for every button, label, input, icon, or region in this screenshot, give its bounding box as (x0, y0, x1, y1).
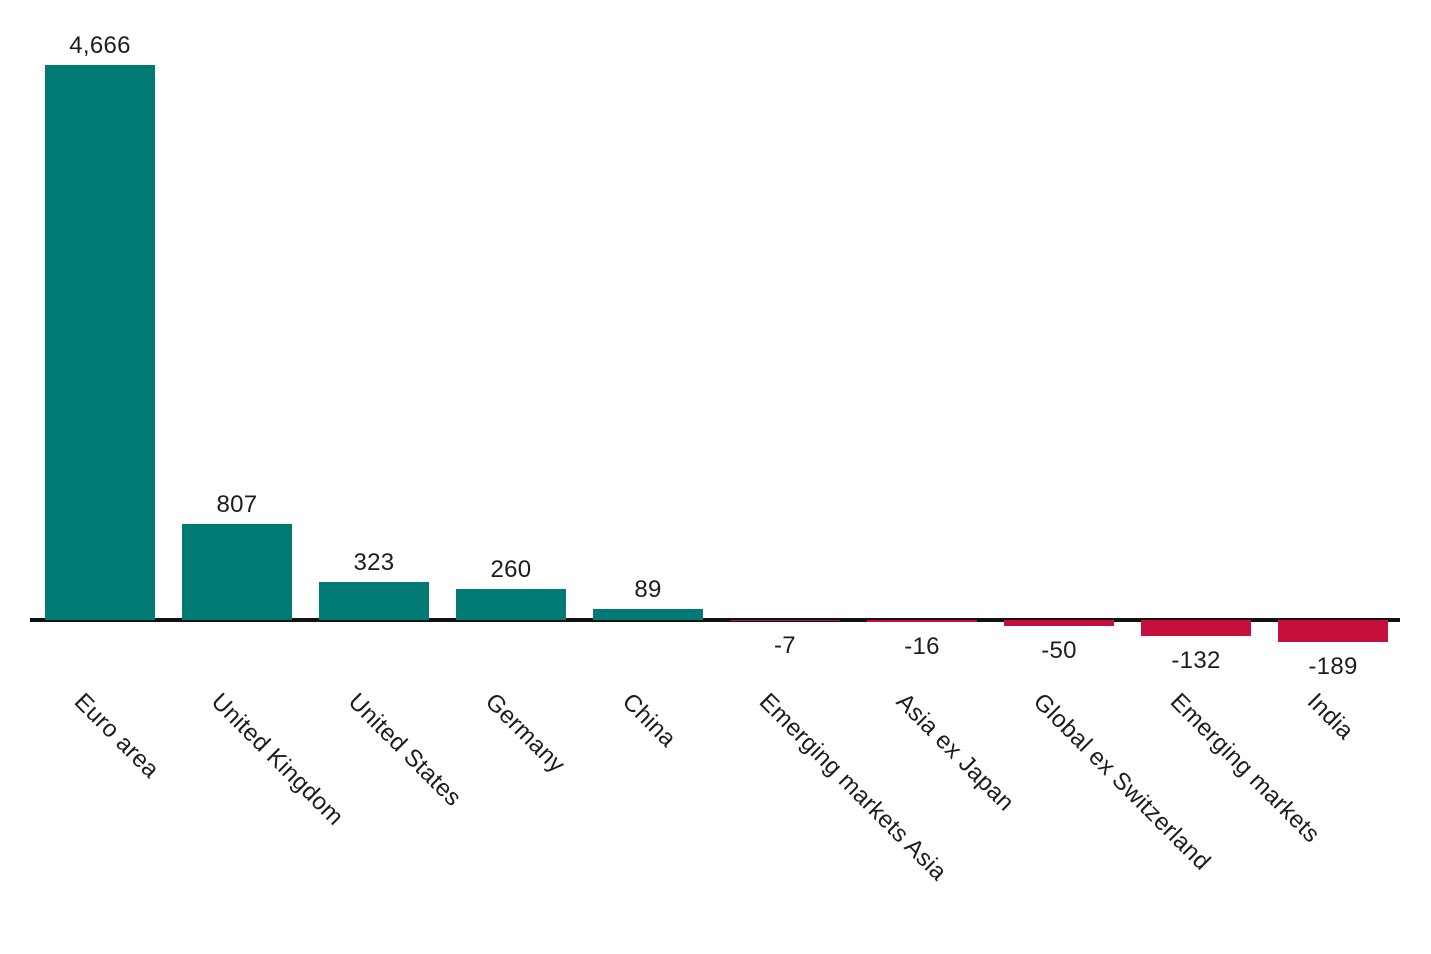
bar-value-label: -7 (774, 632, 796, 659)
bar-value-label: 323 (353, 548, 395, 576)
bar-value-label: -189 (1308, 653, 1358, 681)
bar-value-label: -132 (1171, 646, 1221, 674)
bar-positive (319, 581, 429, 620)
bar-value-label: 260 (490, 556, 532, 584)
bar-value-label: -50 (1041, 636, 1077, 664)
x-axis-category-text: India (1301, 688, 1359, 745)
x-axis-line (30, 618, 1400, 622)
x-axis-category-text: United Kingdom (205, 688, 349, 831)
bar-positive (456, 589, 566, 620)
bar-negative (1004, 620, 1114, 626)
x-axis-category-text: Germany (479, 688, 571, 779)
bar-negative (1141, 620, 1251, 636)
x-axis-category-text: United States (342, 688, 467, 812)
bar-value-label: 4,666 (69, 32, 131, 59)
x-axis-category-text: Euro area (68, 688, 165, 784)
bar-value-label: 807 (216, 491, 258, 518)
x-axis-category-text: Emerging markets (1164, 688, 1326, 849)
bar-negative (867, 620, 977, 622)
bar-positive (45, 65, 155, 620)
bar-value-label: -16 (904, 632, 940, 660)
bar-positive (593, 609, 703, 620)
bar-value-label: 89 (634, 576, 662, 604)
bar-negative (1278, 620, 1388, 643)
x-axis-category-text: Asia ex Japan (890, 688, 1020, 817)
bar-positive (182, 524, 292, 620)
bar-negative (730, 620, 840, 621)
x-axis-category-text: China (616, 688, 682, 753)
